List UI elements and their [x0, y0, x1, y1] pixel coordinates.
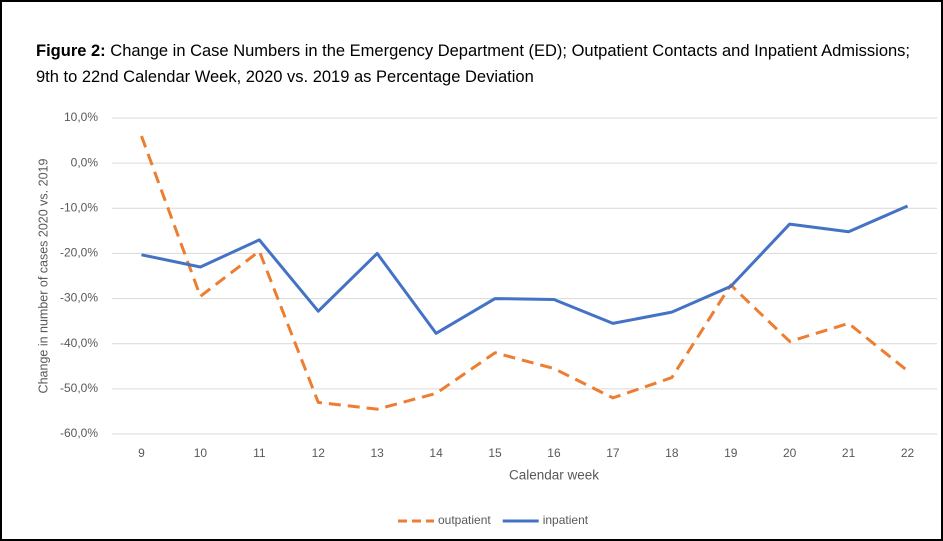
title-label: Figure 2:	[36, 42, 106, 60]
x-tick-label: 18	[665, 446, 679, 460]
x-tick-label: 13	[370, 446, 384, 460]
x-tick-label: 14	[429, 446, 443, 460]
line-series	[141, 204, 909, 335]
y-tick-label: -30,0%	[60, 291, 98, 305]
x-tick-label: 9	[138, 446, 145, 460]
y-tick-label: 0,0%	[71, 155, 99, 169]
x-tick-label: 22	[901, 446, 915, 460]
x-axis-label: Calendar week	[509, 468, 599, 483]
y-tick-label: -60,0%	[60, 426, 98, 440]
legend-label: outpatient	[438, 513, 491, 527]
chart-title: Figure 2: Change in Case Numbers in the …	[36, 38, 916, 90]
y-tick-label: -20,0%	[60, 246, 98, 260]
legend-label: inpatient	[543, 513, 589, 527]
y-tick-label: -10,0%	[60, 200, 98, 214]
y-tick-label: 10,0%	[64, 110, 98, 124]
x-tick-label: 10	[194, 446, 208, 460]
x-tick-label: 20	[783, 446, 797, 460]
x-tick-label: 21	[842, 446, 856, 460]
x-tick-label: 15	[488, 446, 502, 460]
x-tick-label: 12	[312, 446, 326, 460]
x-tick-label: 17	[606, 446, 620, 460]
line-series	[140, 135, 909, 411]
x-tick-label: 19	[724, 446, 738, 460]
title-text: Change in Case Numbers in the Emergency …	[36, 42, 911, 86]
x-tick-label: 11	[253, 446, 266, 460]
y-tick-label: -40,0%	[60, 336, 98, 350]
x-tick-label: 16	[547, 446, 561, 460]
y-axis-label: Change in number of cases 2020 vs. 2019	[36, 159, 50, 394]
y-tick-label: -50,0%	[60, 381, 98, 395]
